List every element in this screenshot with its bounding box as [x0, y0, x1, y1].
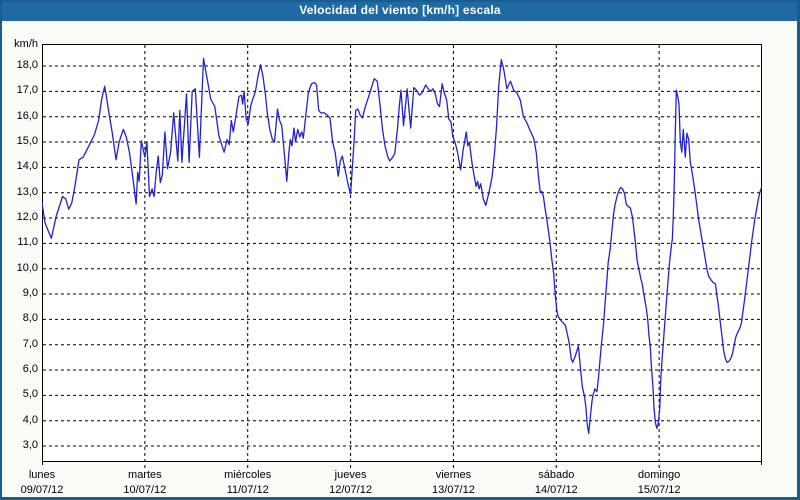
x-day-date: 09/07/12 — [20, 484, 64, 496]
x-day-date: 11/07/12 — [226, 484, 269, 496]
y-tick-label: 9,0 — [22, 287, 38, 300]
y-tick-label: 14,0 — [16, 160, 38, 173]
x-day-label: domingo 15/07/12 — [617, 468, 701, 497]
x-day-label: lunes 09/07/12 — [2, 468, 84, 497]
x-day-name: jueves — [334, 469, 367, 481]
x-day-name: lunes — [28, 469, 56, 481]
x-day-name: martes — [128, 469, 162, 481]
y-tick-label: 17,0 — [16, 84, 38, 97]
plot-background — [42, 44, 762, 462]
y-tick-label: 11,0 — [17, 236, 38, 249]
x-day-label: viernes 13/07/12 — [411, 468, 495, 497]
y-tick-label: 16,0 — [16, 109, 38, 122]
y-axis-unit-label: km/h — [14, 38, 38, 50]
x-day-name: viernes — [435, 469, 472, 481]
x-day-date: 12/07/12 — [329, 484, 372, 496]
x-day-name: domingo — [638, 469, 681, 481]
plot-area — [42, 44, 762, 474]
x-day-name: sábado — [538, 469, 575, 481]
x-day-date: 13/07/12 — [432, 484, 475, 496]
y-tick-label: 4,0 — [22, 413, 38, 426]
y-tick-label: 3,0 — [22, 439, 38, 452]
wind-speed-line — [42, 57, 762, 435]
x-day-date: 10/07/12 — [123, 484, 167, 496]
y-tick-label: 18,0 — [16, 59, 38, 72]
y-tick-label: 6,0 — [22, 363, 38, 376]
y-tick-label: 10,0 — [16, 261, 38, 274]
x-day-label: sábado 14/07/12 — [514, 468, 598, 497]
chart-title-bar: Velocidad del viento [km/h] escala — [2, 2, 797, 21]
y-tick-label: 5,0 — [22, 388, 38, 401]
x-day-label: martes 10/07/12 — [103, 468, 187, 497]
plot-border — [42, 44, 762, 462]
chart-svg — [42, 44, 762, 468]
y-tick-label: 12,0 — [16, 211, 38, 224]
x-day-date: 14/07/12 — [534, 484, 578, 496]
y-tick-label: 8,0 — [22, 312, 38, 325]
x-day-label: jueves 12/07/12 — [309, 468, 393, 497]
y-tick-label: 13,0 — [16, 185, 38, 198]
y-tick-label: 15,0 — [16, 135, 38, 148]
x-day-label: miércoles 11/07/12 — [206, 468, 290, 497]
x-day-name: miércoles — [224, 469, 272, 481]
y-tick-label: 7,0 — [22, 337, 38, 350]
chart-title: Velocidad del viento [km/h] escala — [299, 3, 501, 17]
x-day-date: 15/07/12 — [637, 484, 681, 496]
